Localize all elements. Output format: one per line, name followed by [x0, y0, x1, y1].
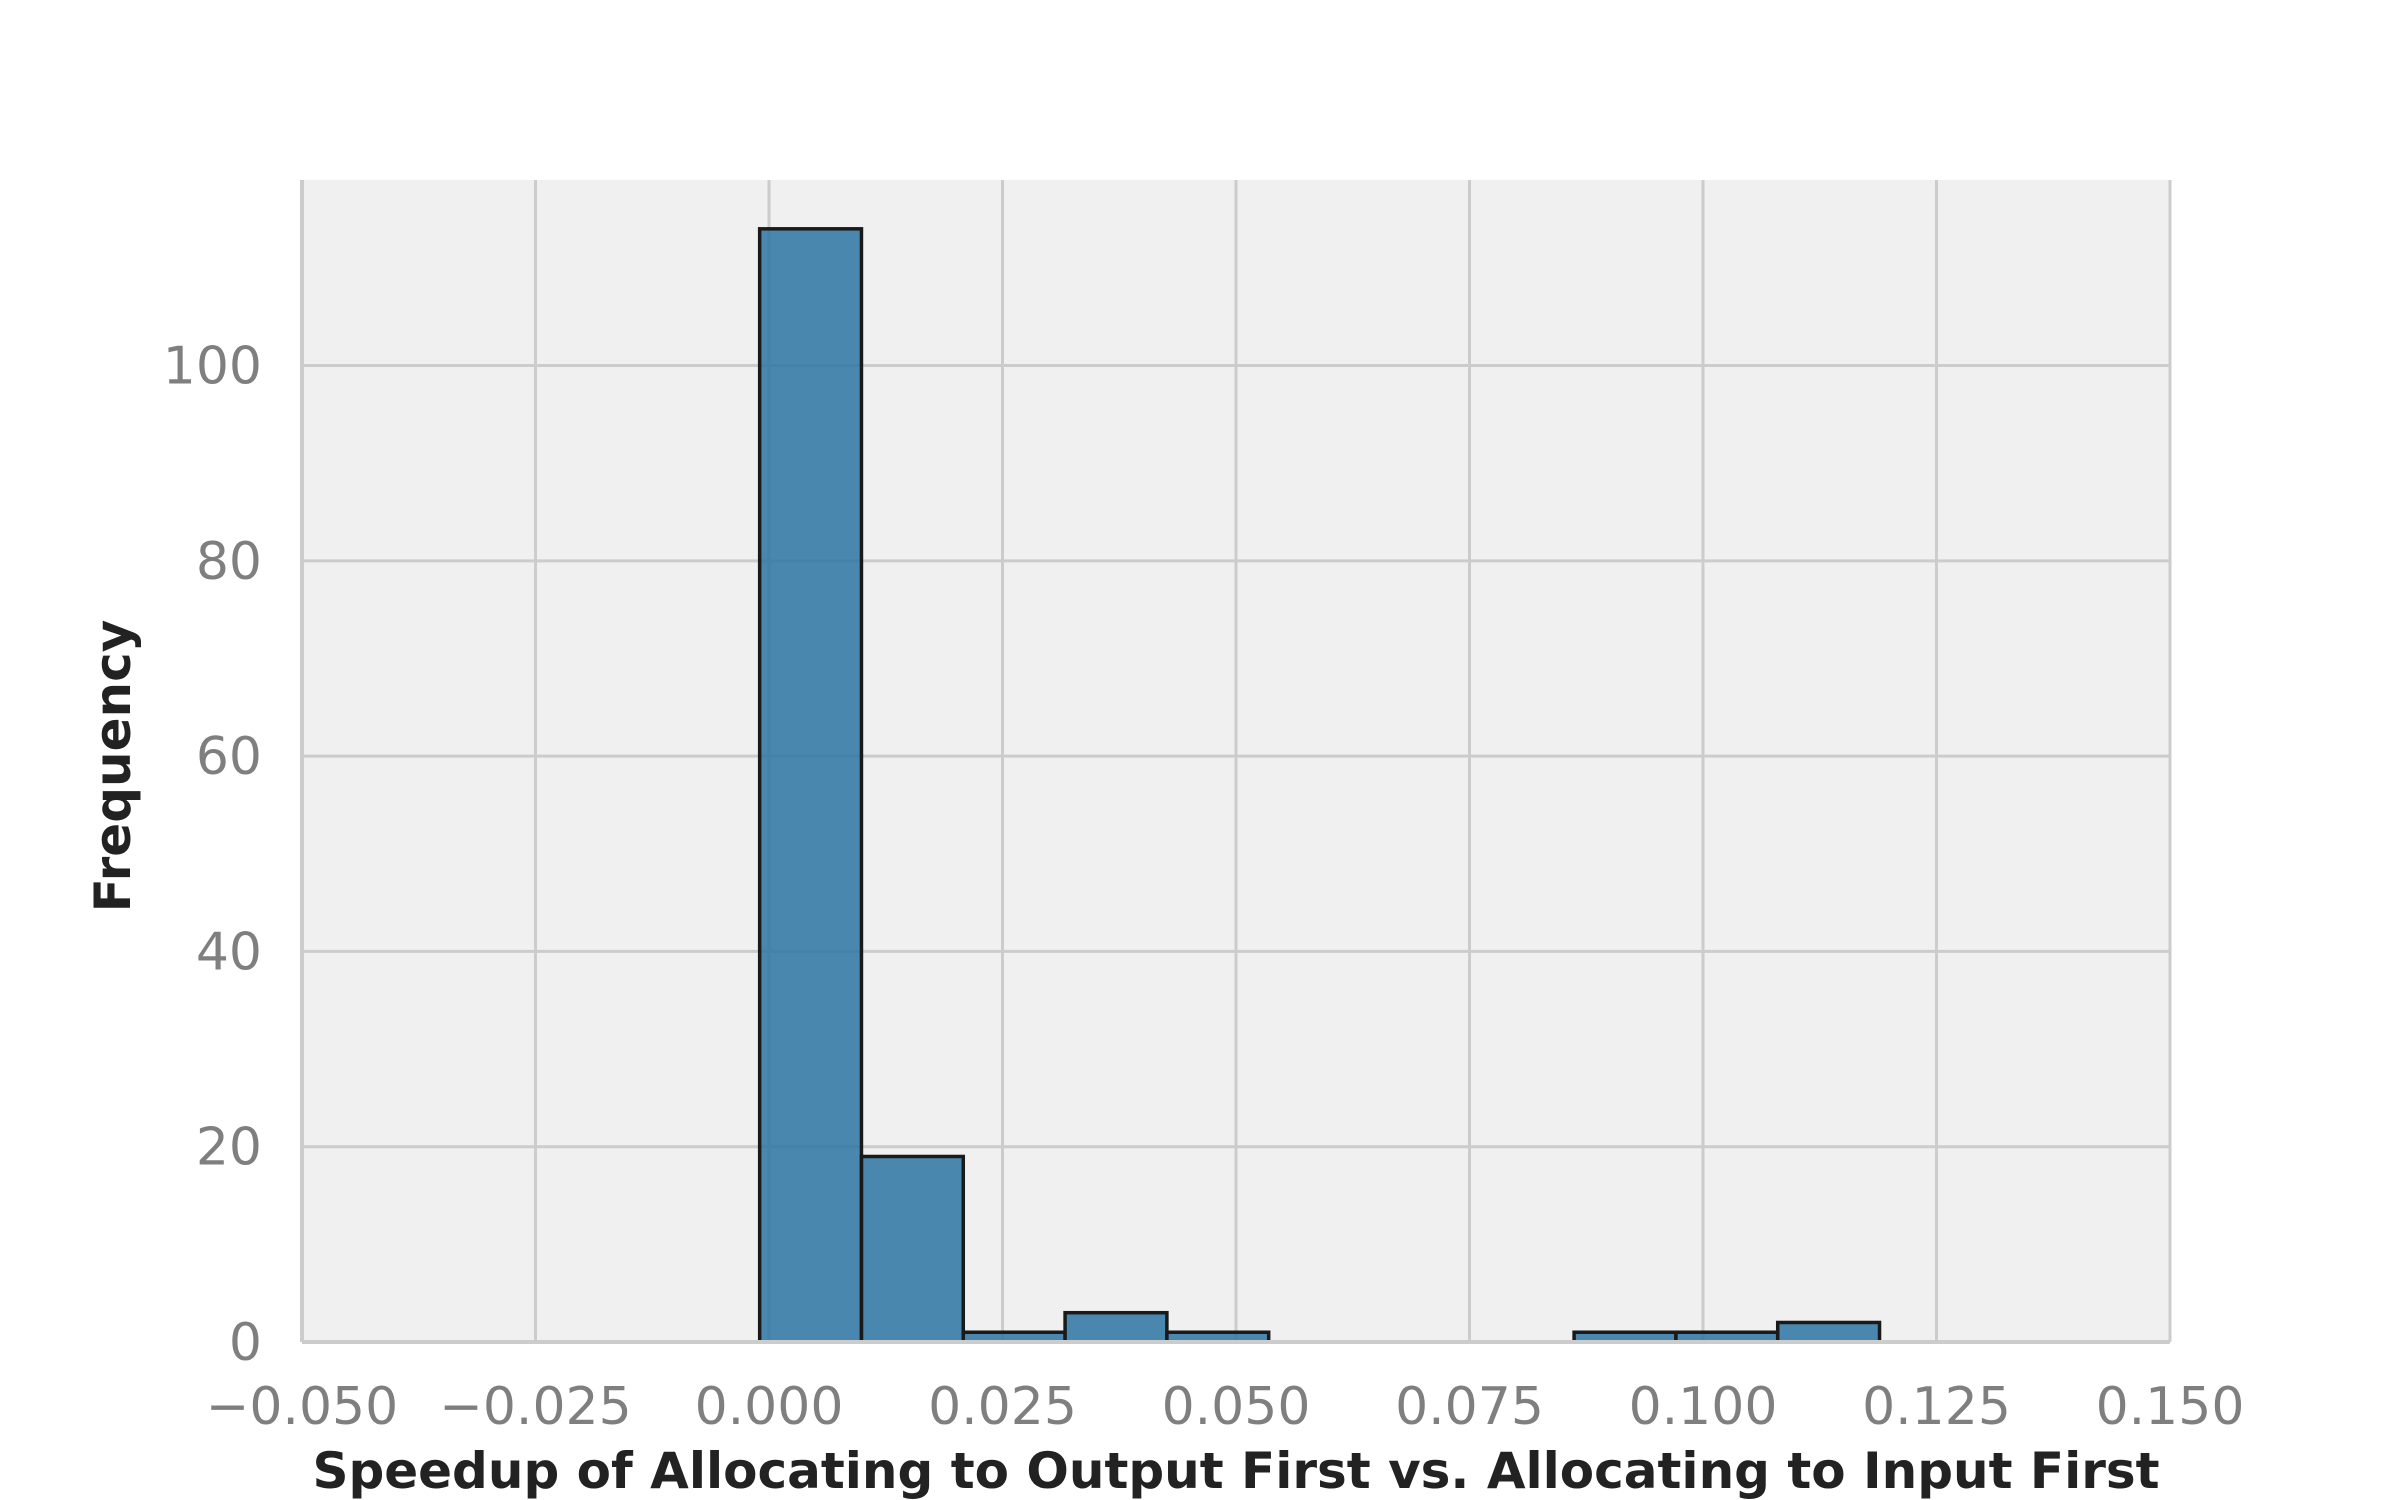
y-tick-labels: 0 20 40 60 80 100 — [163, 337, 262, 1373]
histogram-bars — [757, 227, 1882, 1344]
x-tick-label: 0.025 — [928, 1377, 1077, 1437]
y-tick-label: 60 — [196, 727, 262, 787]
y-tick-label: 40 — [196, 922, 262, 982]
histogram-bar — [859, 1154, 966, 1344]
histogram-bar — [1063, 1310, 1169, 1344]
y-tick-label: 20 — [196, 1118, 262, 1178]
y-tick-label: 0 — [229, 1313, 262, 1373]
histogram-bar — [1775, 1320, 1882, 1344]
x-tick-label: 0.125 — [1862, 1377, 2011, 1437]
axes — [300, 180, 2170, 1344]
x-tick-label: 0.000 — [695, 1377, 844, 1437]
x-tick-label: 0.100 — [1629, 1377, 1778, 1437]
y-tick-label: 100 — [163, 337, 262, 397]
x-tick-label: −0.050 — [206, 1377, 398, 1437]
histogram-bar — [757, 227, 864, 1344]
x-axis-label: Speedup of Allocating to Output First vs… — [312, 1442, 2159, 1500]
x-tick-label: 0.150 — [2096, 1377, 2245, 1437]
x-tick-label: −0.025 — [439, 1377, 631, 1437]
x-tick-labels: −0.050 −0.025 0.000 0.025 0.050 0.075 0.100 0.1… — [206, 1377, 2245, 1437]
x-tick-label: 0.075 — [1395, 1377, 1544, 1437]
y-tick-label: 80 — [196, 532, 262, 592]
y-axis-label: Frequency — [84, 620, 142, 913]
x-tick-label: 0.050 — [1162, 1377, 1311, 1437]
